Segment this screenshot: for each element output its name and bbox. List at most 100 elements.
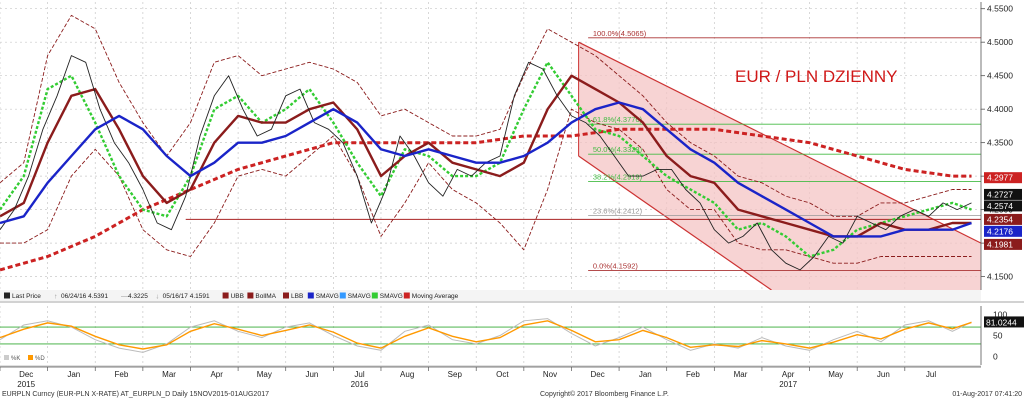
price-tag-label: 4.1981	[987, 239, 1013, 249]
x-month-label: Apr	[782, 370, 795, 379]
indicator-tick-label: 50	[993, 331, 1003, 341]
legend-label: 05/16/17 4.1591	[163, 293, 210, 300]
grid-lines	[0, 2, 981, 365]
x-month-label: Jan	[67, 370, 80, 379]
indicator-tick-label: 0	[993, 352, 998, 362]
legend-swatch	[222, 292, 229, 299]
series-smavg-2-	[0, 61, 972, 258]
x-month-label: Sep	[448, 370, 463, 379]
price-tag-label: 4.2354	[987, 214, 1013, 224]
legend-marker: ↓	[156, 294, 160, 301]
legend-label: SMAVG	[316, 293, 339, 300]
x-month-label: Jun	[305, 370, 318, 379]
x-month-label: May	[257, 370, 272, 379]
indicator-legend-label: %D	[35, 356, 45, 362]
legend-marker: —	[121, 294, 128, 301]
legend-label: SMAVG	[380, 293, 403, 300]
price-tag-box	[984, 225, 1022, 237]
x-month-label: Jan	[639, 370, 652, 379]
price-tag-box	[984, 238, 1022, 250]
legend-swatch	[339, 292, 346, 299]
price-tag-label: 4.2727	[987, 189, 1013, 199]
price-tags: 4.2977 4.2727 4.2574 4.2354 4.2176 4.1981	[984, 172, 1022, 250]
indicator-value-tag	[984, 316, 1024, 328]
price-tag-label: 4.2977	[987, 173, 1013, 183]
x-month-label: Dec	[591, 370, 605, 379]
indicator-value-label: 81.0244	[986, 317, 1017, 327]
x-month-label: Apr	[210, 370, 223, 379]
legend: Last Price ↑ 06/24/16 4.5391 —4.3225 ↓ 05/16/…	[0, 290, 981, 301]
indicator-legend-label: %K	[11, 356, 20, 362]
x-month-label: Feb	[686, 370, 700, 379]
x-month-label: Jul	[354, 370, 364, 379]
legend-label: SMAVG	[348, 293, 371, 300]
fib-level-label: 100.0%(4.5065)	[593, 29, 647, 38]
series-lbb	[0, 108, 972, 264]
price-tag-box	[984, 188, 1022, 200]
x-month-label: Feb	[115, 370, 129, 379]
x-month-label: Jun	[877, 370, 890, 379]
series-bollma	[0, 74, 972, 238]
legend-swatch	[307, 292, 314, 299]
indicator-legend-swatch	[28, 355, 33, 360]
y-tick-label: 4.4500	[987, 71, 1013, 81]
indicator-tick-label: 100	[993, 309, 1007, 319]
legend-swatch	[4, 292, 10, 299]
legend-label: 06/24/16 4.5391	[61, 293, 108, 300]
x-month-label: Jul	[926, 370, 936, 379]
chart-svg: 100.0%(4.5065) 61.8%(4.3776) 50.0%(4.3328)…	[0, 0, 1024, 390]
indicator-panel: 100 50 0 81.0244 %K %D	[0, 306, 1024, 365]
price-tag-box	[984, 200, 1022, 212]
x-year-label: 2017	[779, 380, 797, 389]
footer-left: EURPLN Curncy (EUR-PLN X-RATE) AT_EURPLN…	[2, 391, 269, 398]
legend-bg	[0, 290, 981, 301]
x-month-label: Oct	[496, 370, 509, 379]
price-tag-label: 4.2574	[987, 201, 1013, 211]
x-month-label: Mar	[734, 370, 748, 379]
price-series	[0, 14, 972, 272]
series-smavg	[0, 101, 972, 238]
indicator-legend-swatch	[4, 355, 9, 360]
price-tag-label: 4.2176	[987, 226, 1013, 236]
x-month-label: Aug	[400, 370, 414, 379]
legend-swatch	[371, 292, 378, 299]
fib-level-label: 38.2%(4.2919)	[593, 173, 643, 182]
y-tick-label: 4.4000	[987, 104, 1013, 114]
legend-label: 4.3225	[128, 293, 148, 300]
legend-label: BollMA	[255, 293, 276, 300]
legend-marker: ↑	[54, 294, 58, 301]
legend-label: UBB	[231, 293, 244, 300]
price-tag-box	[984, 172, 1022, 184]
x-month-label: Mar	[162, 370, 176, 379]
fib-level-label: 23.6%(4.2412)	[593, 207, 643, 216]
x-year-label: 2016	[351, 380, 369, 389]
trend-channel-lower	[578, 155, 772, 291]
series-moving-average	[0, 127, 972, 272]
footer: EURPLN Curncy (EUR-PLN X-RATE) AT_EURPLN…	[0, 390, 1024, 401]
footer-copyright: Copyright© 2017 Bloomberg Finance L.P.	[540, 391, 669, 398]
y-tick-label: 4.5500	[987, 4, 1013, 14]
x-year-label: 2015	[17, 380, 35, 389]
x-month-label: Dec	[19, 370, 33, 379]
fib-level-label: 61.8%(4.3776)	[593, 115, 643, 124]
price-tag-box	[984, 213, 1022, 225]
indicator-d-line	[0, 320, 972, 350]
fib-level-label: 0.0%(4.1592)	[593, 261, 639, 270]
legend-swatch	[283, 292, 289, 299]
chart-title: EUR / PLN DZIENNY	[735, 67, 897, 86]
y-tick-label: 4.1500	[987, 272, 1013, 282]
trend-channel-fill	[578, 42, 981, 290]
legend-swatch	[247, 292, 254, 299]
x-month-label: May	[828, 370, 843, 379]
legend-swatch	[403, 292, 410, 299]
footer-timestamp: 01-Aug-2017 07:41:20	[952, 391, 1022, 398]
legend-label: Last Price	[12, 293, 41, 300]
legend-label: Moving Average	[412, 293, 459, 300]
fib-level-label: 50.0%(4.3328)	[593, 145, 643, 154]
x-axis: Dec Jan Feb Mar Apr May Jun Jul Aug Sep Oct Nov Dec J…	[0, 366, 981, 389]
legend-label: LBB	[291, 293, 303, 300]
x-month-label: Nov	[543, 370, 557, 379]
y-tick-label: 4.3500	[987, 138, 1013, 148]
fibonacci-levels: 100.0%(4.5065) 61.8%(4.3776) 50.0%(4.3328)…	[588, 29, 981, 271]
